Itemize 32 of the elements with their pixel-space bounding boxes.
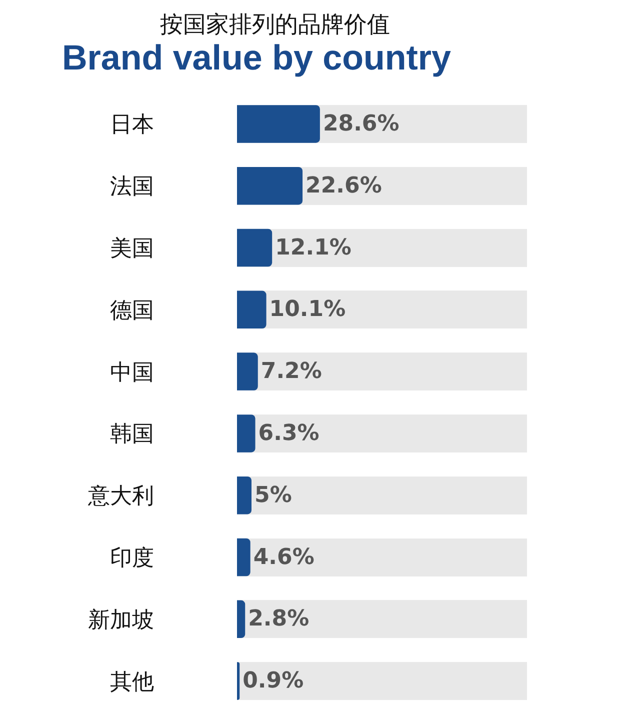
data-label: 6.3% bbox=[258, 420, 320, 446]
data-label: 12.1% bbox=[275, 235, 352, 260]
y-tick-label: 意大利 bbox=[87, 484, 154, 510]
data-label: 22.6% bbox=[306, 173, 382, 198]
data-label: 2.8% bbox=[248, 606, 310, 632]
data-label: 5% bbox=[254, 482, 292, 508]
y-tick-label: 其他 bbox=[110, 670, 154, 695]
bar bbox=[237, 105, 320, 143]
y-tick-label: 中国 bbox=[110, 360, 154, 386]
bar bbox=[237, 290, 266, 329]
bar bbox=[237, 538, 250, 576]
bar bbox=[237, 414, 256, 452]
y-tick-label: 法国 bbox=[110, 174, 154, 200]
bar bbox=[237, 600, 246, 638]
y-tick-label: 德国 bbox=[110, 298, 154, 324]
chart-subtitle: 按国家排列的品牌价值 bbox=[160, 12, 390, 38]
y-tick-label: 日本 bbox=[110, 112, 154, 138]
y-tick-label: 印度 bbox=[110, 546, 154, 571]
bar bbox=[237, 476, 252, 514]
y-tick-label: 美国 bbox=[110, 236, 154, 262]
data-label: 10.1% bbox=[269, 297, 346, 322]
y-tick-label: 韩国 bbox=[110, 422, 154, 448]
bar bbox=[237, 662, 240, 700]
bar bbox=[237, 166, 303, 205]
y-tick-label: 新加坡 bbox=[88, 608, 154, 633]
chart-title: Brand value by country bbox=[62, 38, 452, 78]
data-label: 28.6% bbox=[322, 111, 400, 136]
data-label: 0.9% bbox=[242, 668, 304, 694]
bar bbox=[237, 228, 272, 267]
data-label: 7.2% bbox=[260, 359, 322, 384]
bar bbox=[237, 352, 258, 390]
data-label: 4.6% bbox=[253, 544, 314, 570]
